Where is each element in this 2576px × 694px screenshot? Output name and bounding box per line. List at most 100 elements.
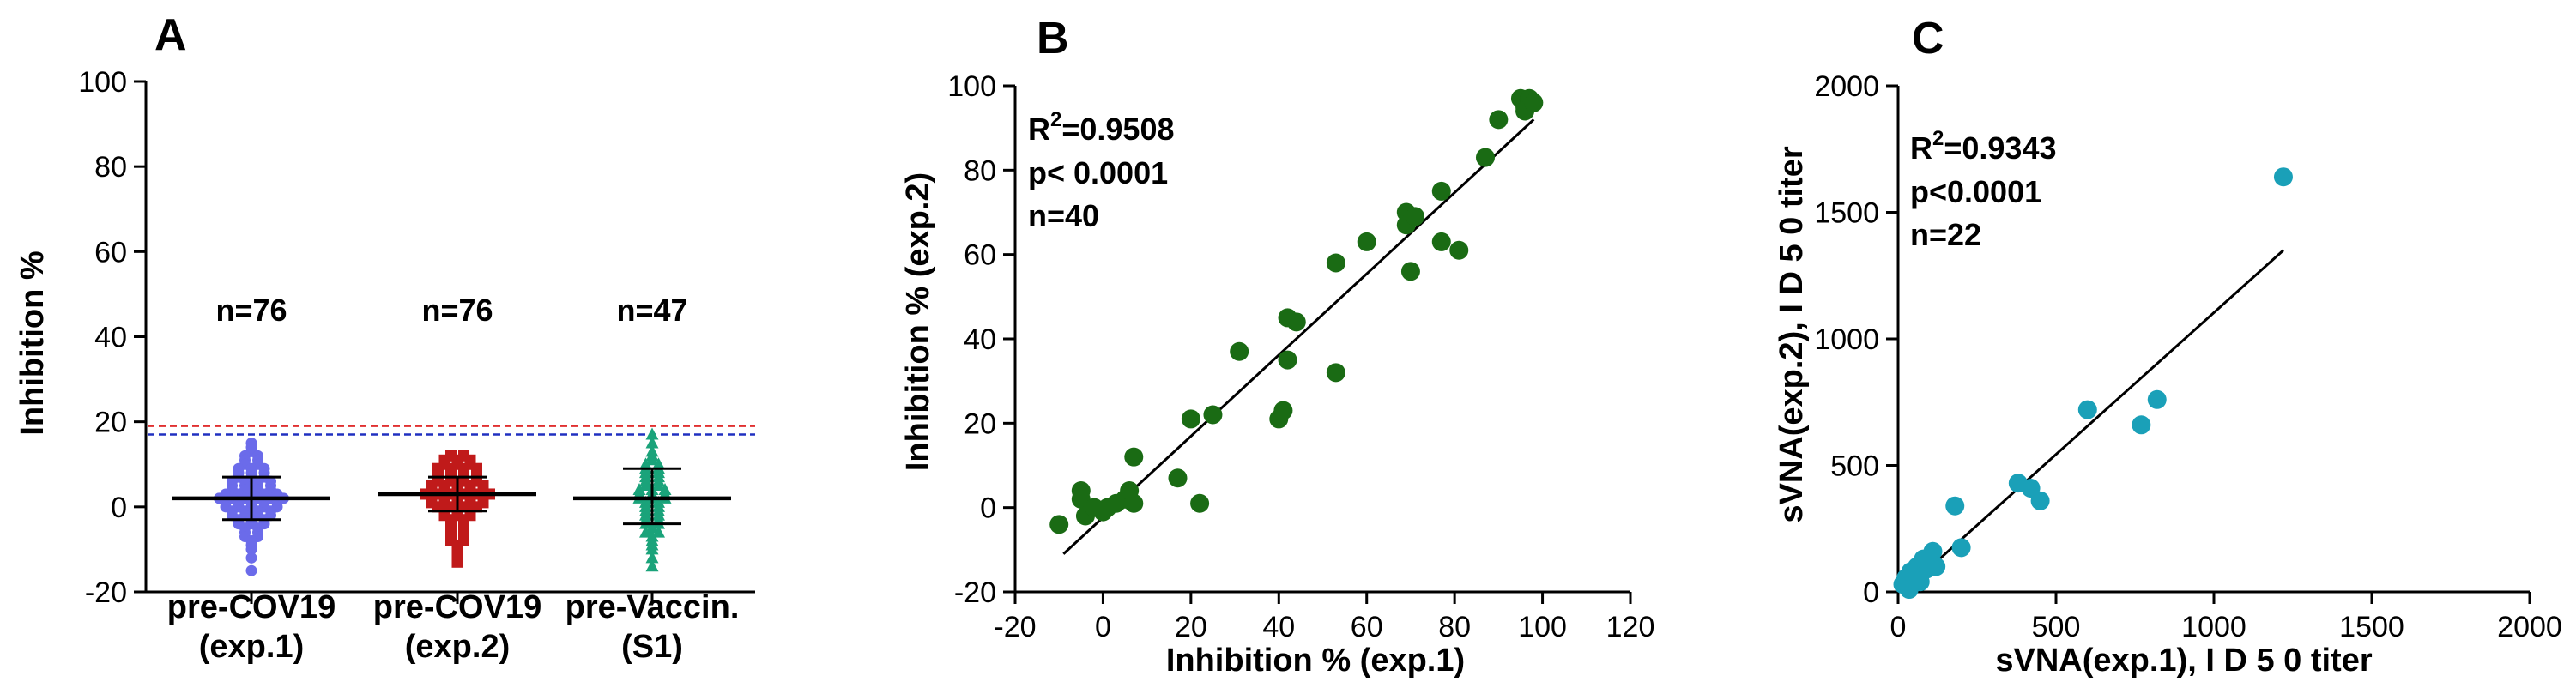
data-point: [1431, 232, 1451, 251]
y-tick-label: 80: [94, 151, 127, 184]
y-tick-label: 2000: [1814, 70, 1879, 103]
data-point: [1124, 493, 1144, 513]
y-tick-label: 80: [964, 154, 996, 187]
data-point: [1914, 549, 1933, 569]
panel-c-data-points: [1893, 167, 2293, 600]
data-point: [639, 525, 652, 538]
data-point: [652, 525, 665, 538]
x-tick-label: 1500: [2339, 611, 2404, 643]
panel-a-y-axis-label: Inhibition %: [15, 250, 51, 435]
panel-a-category-1-line2: (exp.1): [199, 629, 304, 665]
data-point: [1945, 496, 1965, 516]
data-point: [2147, 389, 2167, 409]
y-tick-label: 100: [947, 70, 996, 103]
data-point: [1278, 350, 1297, 370]
x-tick-label: 60: [1351, 611, 1383, 643]
panel-b-x-ticks: -20 0 20 40 60 80 100 120: [994, 592, 1654, 643]
panel-a-letter: A: [154, 10, 187, 60]
data-point: [645, 427, 659, 440]
data-point: [1203, 405, 1223, 425]
data-point: [2132, 415, 2151, 435]
data-point: [451, 547, 463, 559]
x-tick-label: 100: [1518, 611, 1567, 643]
data-point: [645, 559, 659, 572]
panel-a-category-2-line2: (exp.2): [405, 629, 510, 665]
data-point: [1431, 181, 1451, 201]
y-tick-label: 500: [1830, 450, 1879, 483]
data-point: [645, 521, 659, 534]
panel-c: C sVNA(exp.2), I D 5 0 titer sVNA(exp.1)…: [1774, 14, 2562, 679]
data-point: [1049, 515, 1069, 534]
y-tick-label: 40: [964, 323, 996, 356]
panel-a-category-3-line1: pre-Vaccin.: [565, 589, 740, 625]
panel-c-y-axis-label: sVNA(exp.2), I D 5 0 titer: [1774, 146, 1810, 522]
panel-a-category-2-line1: pre-COV19: [373, 589, 541, 625]
data-point: [1124, 447, 1144, 467]
panel-a: A Inhibition % -20 0 20 40 60 80 100 n=76 n=76…: [15, 10, 755, 665]
panel-a-n-label-3: n=47: [616, 293, 687, 328]
data-point: [2273, 167, 2293, 187]
panel-b-y-axis-label: Inhibition % (exp.2): [900, 172, 936, 471]
data-point: [1524, 93, 1544, 112]
y-tick-label: -20: [85, 576, 127, 609]
data-point: [652, 479, 665, 492]
data-point: [645, 436, 659, 449]
data-point: [451, 556, 463, 568]
panel-b-annotation: R2=0.9508 p< 0.0001 n=40: [1028, 108, 1175, 233]
x-tick-label: 20: [1175, 611, 1207, 643]
x-tick-label: 0: [1890, 611, 1907, 643]
x-tick-label: -20: [994, 611, 1036, 643]
y-tick-label: -20: [954, 576, 996, 609]
panel-b-x-axis-label: Inhibition % (exp.1): [1166, 643, 1465, 679]
data-point: [1168, 468, 1188, 488]
data-point: [1326, 253, 1345, 273]
y-tick-label: 60: [94, 236, 127, 269]
data-point: [1357, 232, 1376, 251]
data-point: [645, 542, 659, 555]
data-point: [1326, 363, 1345, 383]
panel-b: B Inhibition % (exp.2) Inhibition % (exp…: [900, 14, 1654, 679]
panel-a-threshold-lines: [148, 425, 755, 436]
data-point: [1286, 312, 1306, 332]
data-point: [1475, 148, 1495, 167]
data-point: [2030, 491, 2050, 510]
y-tick-label: 0: [111, 492, 127, 524]
regression-line: [1902, 249, 2284, 594]
y-tick-label: 20: [94, 407, 127, 439]
panel-c-r2: R2=0.9343: [1910, 127, 2057, 166]
panel-a-n-label-2: n=76: [421, 293, 493, 328]
regression-line: [1062, 118, 1535, 555]
panel-a-median-iqr-bars: [172, 467, 731, 526]
x-tick-label: 2000: [2497, 611, 2562, 643]
x-tick-label: 0: [1095, 611, 1111, 643]
panel-a-data-points: [214, 427, 672, 576]
panel-c-x-axis-label: sVNA(exp.1), I D 5 0 titer: [1995, 643, 2372, 679]
panel-c-y-ticks: 0 500 1000 1500 2000: [1814, 70, 1898, 609]
x-tick-label: 40: [1262, 611, 1295, 643]
y-tick-label: 0: [980, 492, 996, 525]
x-tick-label: 1000: [2181, 611, 2246, 643]
data-point: [1906, 570, 1926, 590]
panel-c-n: n=22: [1910, 217, 1981, 252]
panel-c-x-ticks: 0 500 1000 1500 2000: [1890, 592, 2562, 643]
panel-a-category-labels: pre-COV19 (exp.1) pre-COV19 (exp.2) pre-…: [167, 589, 740, 665]
panel-c-annotation: R2=0.9343 p<0.0001 n=22: [1910, 127, 2057, 252]
y-tick-label: 60: [964, 239, 996, 272]
x-tick-label: 500: [2032, 611, 2081, 643]
data-point: [1181, 409, 1200, 429]
y-tick-label: 100: [78, 66, 127, 99]
panel-a-n-label-1: n=76: [215, 293, 287, 328]
data-point: [639, 479, 652, 492]
data-point: [245, 552, 257, 564]
y-tick-label: 20: [964, 407, 996, 440]
x-tick-label: 120: [1606, 611, 1655, 643]
data-point: [245, 564, 257, 576]
y-tick-label: 1000: [1814, 323, 1879, 356]
data-point: [645, 453, 659, 466]
panel-b-n: n=40: [1028, 198, 1099, 233]
panel-b-letter: B: [1037, 14, 1069, 63]
data-point: [1400, 262, 1420, 281]
data-point: [1406, 207, 1425, 226]
y-tick-label: 0: [1863, 576, 1879, 609]
